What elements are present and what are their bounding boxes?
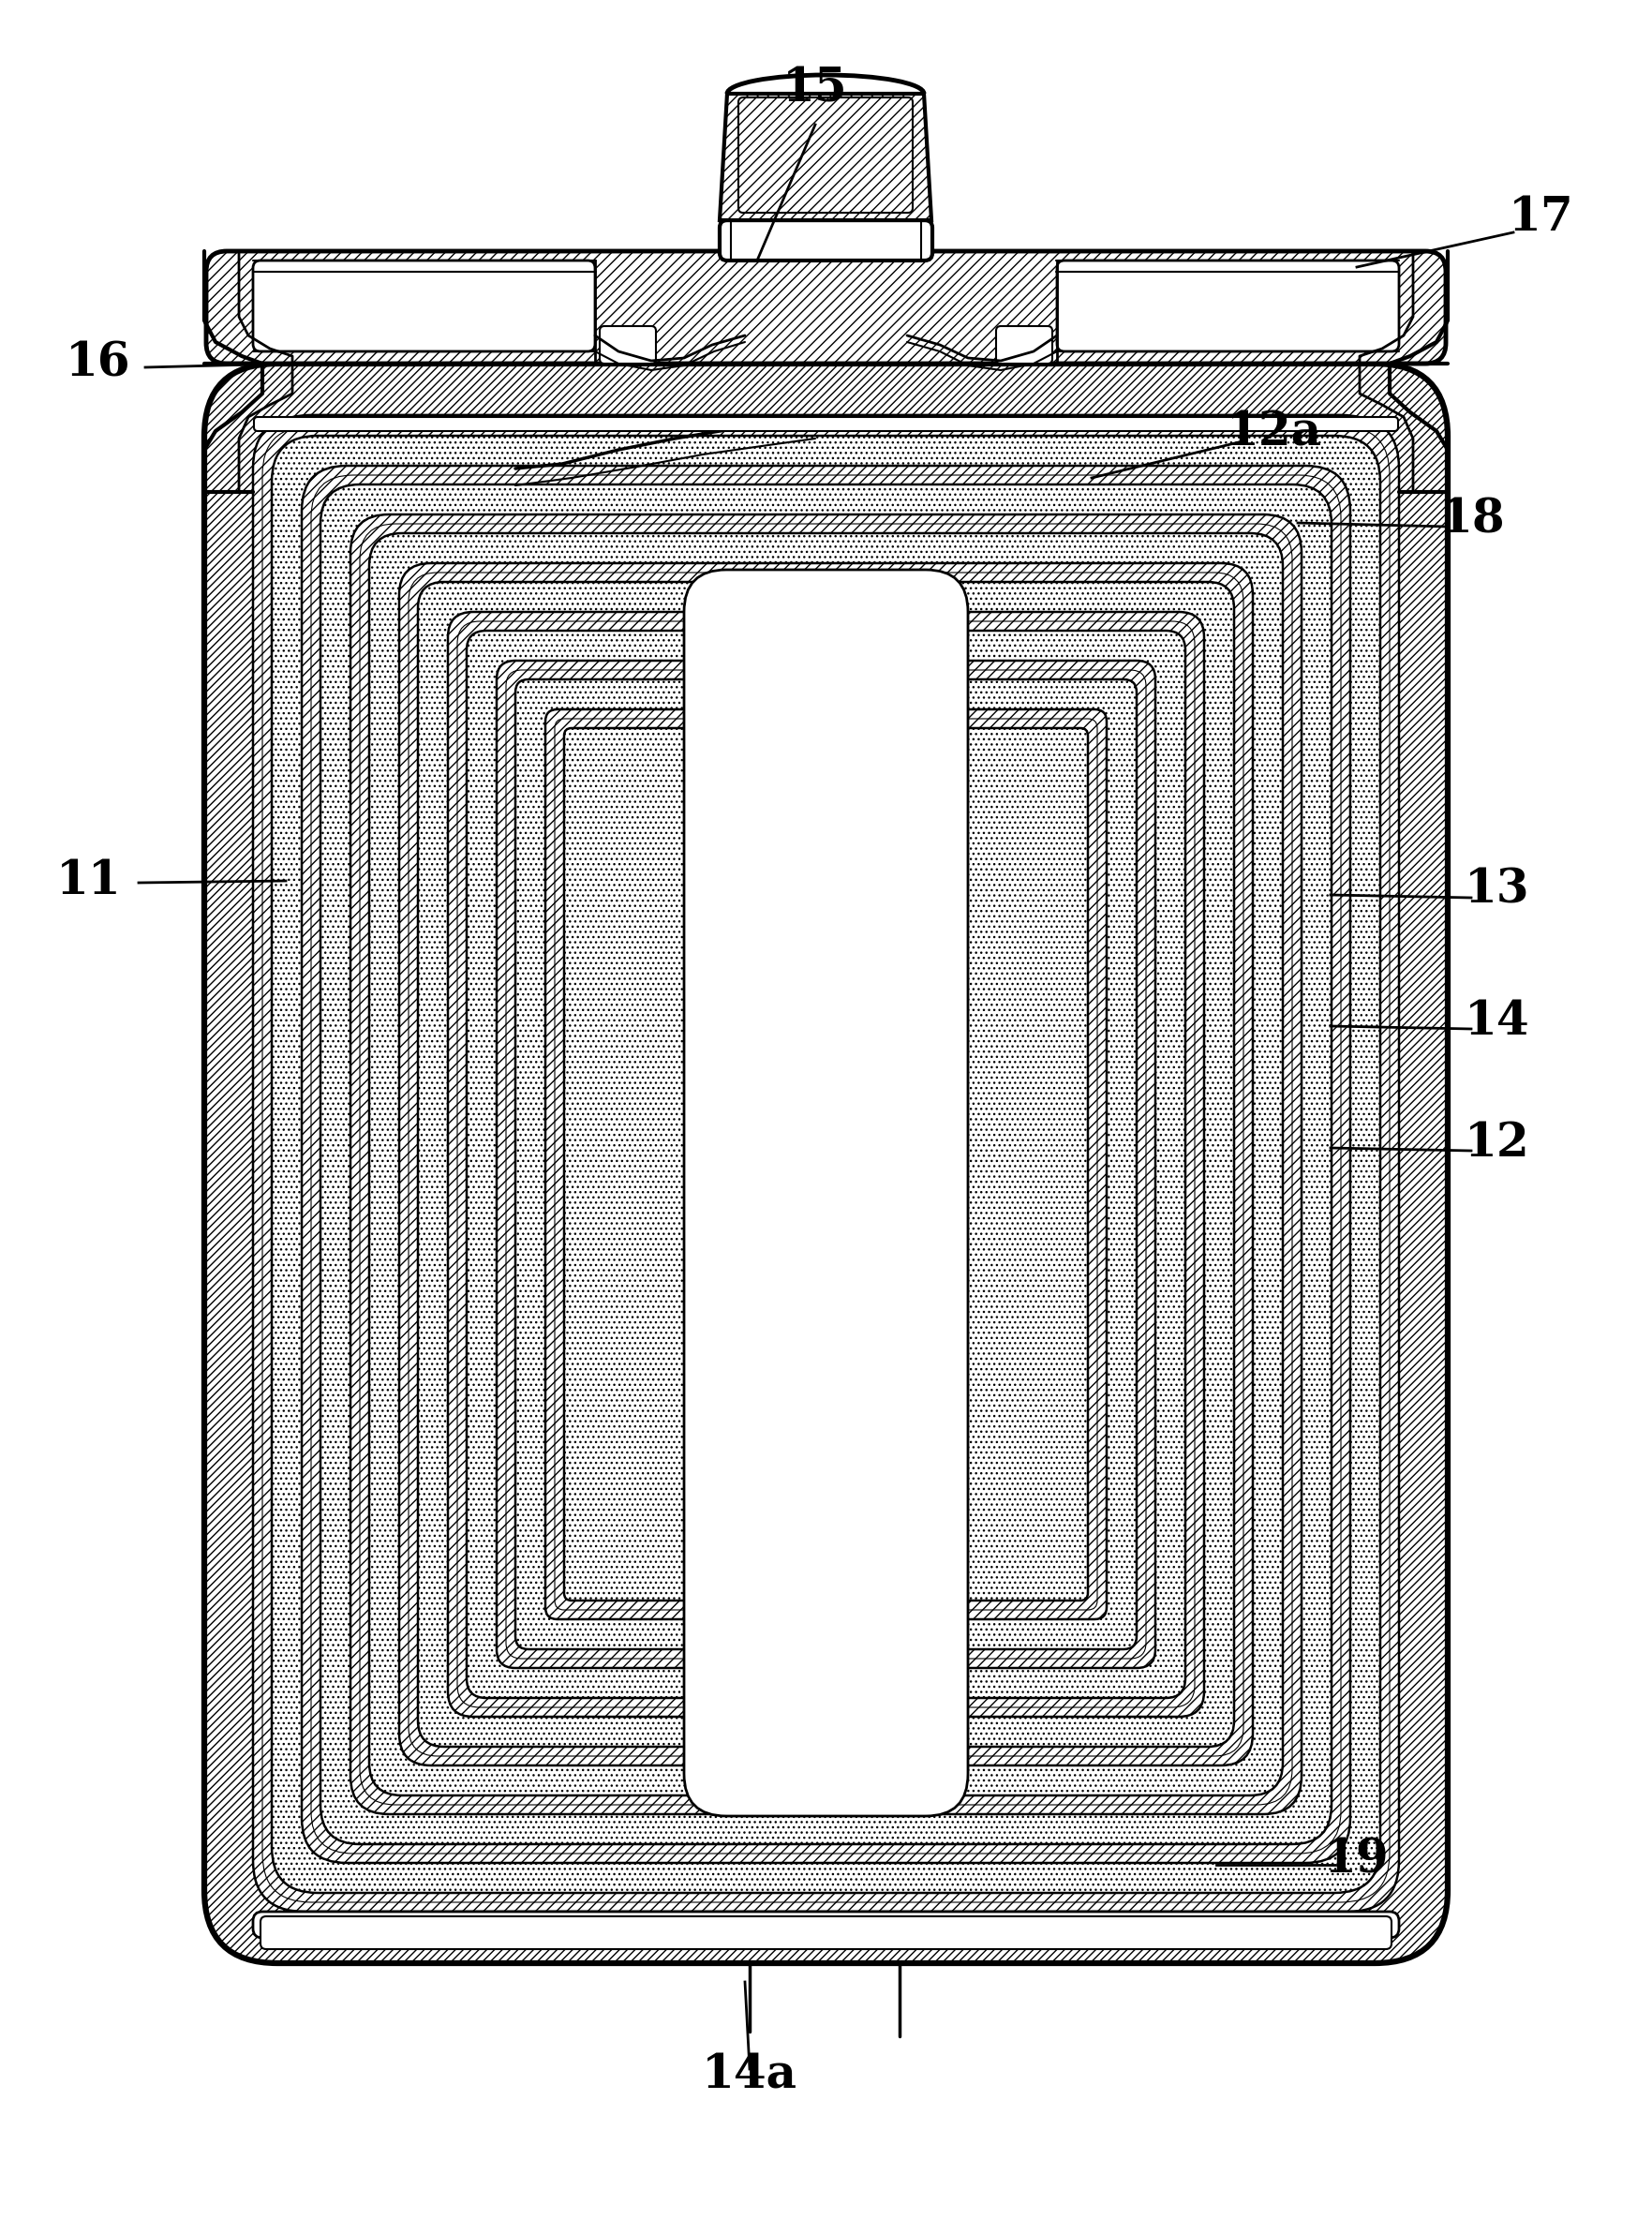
FancyBboxPatch shape bbox=[720, 220, 932, 260]
FancyBboxPatch shape bbox=[271, 435, 1381, 1893]
FancyBboxPatch shape bbox=[738, 98, 912, 213]
FancyBboxPatch shape bbox=[253, 260, 595, 351]
FancyBboxPatch shape bbox=[515, 679, 1137, 1649]
Text: 18: 18 bbox=[1441, 497, 1505, 544]
FancyBboxPatch shape bbox=[400, 564, 1252, 1766]
FancyBboxPatch shape bbox=[254, 417, 1398, 430]
Text: 13: 13 bbox=[1465, 868, 1530, 914]
Text: 12a: 12a bbox=[1226, 411, 1322, 455]
Text: 15: 15 bbox=[783, 67, 847, 111]
FancyBboxPatch shape bbox=[684, 570, 968, 1815]
Text: 12: 12 bbox=[1465, 1121, 1530, 1167]
FancyBboxPatch shape bbox=[206, 251, 1446, 364]
FancyBboxPatch shape bbox=[253, 417, 1399, 1911]
FancyBboxPatch shape bbox=[302, 466, 1350, 1864]
Text: 19: 19 bbox=[1325, 1837, 1389, 1884]
FancyBboxPatch shape bbox=[600, 326, 656, 364]
Text: 14a: 14a bbox=[702, 2053, 798, 2099]
Text: 17: 17 bbox=[1508, 195, 1574, 240]
Text: 11: 11 bbox=[56, 859, 122, 903]
FancyBboxPatch shape bbox=[261, 1917, 1391, 1948]
FancyBboxPatch shape bbox=[996, 326, 1052, 364]
FancyBboxPatch shape bbox=[448, 612, 1204, 1718]
FancyBboxPatch shape bbox=[466, 630, 1186, 1698]
FancyBboxPatch shape bbox=[320, 484, 1332, 1844]
FancyBboxPatch shape bbox=[256, 415, 1396, 1911]
FancyBboxPatch shape bbox=[545, 710, 1107, 1620]
Text: 14: 14 bbox=[1465, 999, 1530, 1045]
FancyBboxPatch shape bbox=[368, 533, 1284, 1795]
Polygon shape bbox=[720, 93, 932, 220]
FancyBboxPatch shape bbox=[563, 728, 1089, 1600]
FancyBboxPatch shape bbox=[1057, 260, 1399, 351]
FancyBboxPatch shape bbox=[205, 364, 1447, 1964]
FancyBboxPatch shape bbox=[253, 1911, 1399, 1937]
FancyBboxPatch shape bbox=[350, 515, 1302, 1815]
Text: 16: 16 bbox=[66, 342, 131, 386]
FancyBboxPatch shape bbox=[418, 581, 1234, 1746]
FancyBboxPatch shape bbox=[497, 661, 1155, 1669]
